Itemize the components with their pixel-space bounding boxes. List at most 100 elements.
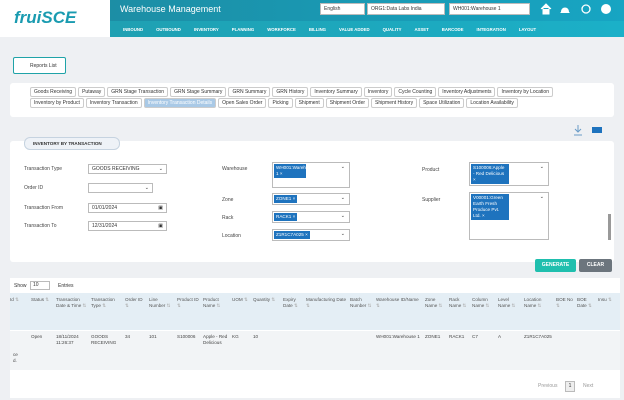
tab[interactable]: Putaway	[78, 87, 106, 97]
column-header[interactable]: Expiry Date ⇅	[283, 297, 303, 309]
tab[interactable]: Inventory Adjustments	[438, 87, 496, 97]
date-input[interactable]: 01/01/2024 ▣	[88, 203, 167, 213]
chip-remove[interactable]: ×	[303, 232, 308, 237]
column-header[interactable]: Manufacturing Date ⇅	[306, 297, 347, 309]
nav-item[interactable]: ASSET	[414, 26, 429, 32]
tab[interactable]: Shipment History	[371, 98, 418, 108]
column-header[interactable]: Quantity ⇅	[253, 297, 280, 303]
multi-select[interactable]: Z1R1C7A025 × ⌄	[272, 229, 350, 241]
tab[interactable]: GRN Summary	[228, 87, 271, 97]
multi-select[interactable]: RACK1 × ⌄	[272, 211, 350, 223]
user-icon[interactable]	[601, 4, 611, 14]
next-button[interactable]: Next	[583, 383, 594, 389]
column-header[interactable]: Line Number ⇅	[149, 297, 174, 309]
column-title: Location Name	[524, 297, 542, 308]
generate-button[interactable]: GENERATE	[535, 259, 576, 272]
chip-remove[interactable]: ×	[473, 177, 476, 182]
column-header[interactable]: Transaction Date & Time ⇅	[56, 297, 88, 309]
column-header[interactable]: Status ⇅	[31, 297, 53, 303]
logo[interactable]: fruiSCE	[14, 8, 77, 27]
column-header[interactable]: Rack Name ⇅	[449, 297, 469, 309]
nav-item[interactable]: INBOUND	[123, 26, 144, 32]
cell: Z1R1C7A025	[524, 334, 552, 339]
select-input[interactable]: ⌄	[88, 183, 153, 193]
tab[interactable]: Goods Receiving	[30, 87, 77, 97]
tab[interactable]: Inventory Summary	[310, 87, 362, 97]
sort-icon: ⇅	[13, 297, 19, 302]
multi-select[interactable]: ZONE1 × ⌄	[272, 193, 350, 205]
tab[interactable]: Space Utilization	[419, 98, 465, 108]
caret: ⌄	[144, 185, 149, 191]
column-header[interactable]: Transaction Type ⇅	[91, 297, 122, 309]
column-header[interactable]: Batch Number ⇅	[350, 297, 373, 309]
nav-item[interactable]: INVENTORY	[193, 26, 219, 32]
tab-row: Goods Receiving Putaway GRN Stage Transact…	[30, 87, 614, 98]
section-header[interactable]: INVENTORY BY TRANSACTION	[24, 137, 120, 150]
nav-item[interactable]: VALUE ADDED	[339, 26, 370, 32]
nav-item[interactable]: INTEGRATION	[476, 26, 506, 32]
tab[interactable]: Inventory	[363, 87, 393, 97]
tab[interactable]: Inventory Transaction	[85, 98, 142, 108]
select-input[interactable]: GOODS RECEIVING ⌄	[88, 164, 167, 174]
column-header[interactable]: Warehouse ID/Name ⇅	[376, 297, 422, 309]
multi-select[interactable]: S100006:Apple - Red Delicious × ⌄	[469, 162, 549, 186]
chip-remove[interactable]: ×	[291, 196, 296, 201]
column-header[interactable]: Id ⇅	[10, 297, 28, 303]
tab[interactable]: Shipment Order	[325, 98, 370, 108]
column-header[interactable]: Product ID ⇅	[177, 297, 200, 309]
tab[interactable]: Cycle Counting	[394, 87, 437, 97]
bell-icon[interactable]	[560, 7, 570, 14]
column-header[interactable]: Zone Name ⇅	[425, 297, 446, 309]
column-header[interactable]: Insu ⇅	[598, 297, 621, 303]
link-icon[interactable]	[581, 4, 591, 14]
tab[interactable]: GRN Stage Transaction	[107, 87, 169, 97]
tab[interactable]: Inventory by Product	[30, 98, 84, 108]
tab[interactable]: Picking	[268, 98, 293, 108]
sort-icon: ⇅	[292, 303, 298, 308]
multi-select[interactable]: V00001:Green Earth Fresh Produce Pvt. Lt…	[469, 192, 549, 240]
tab[interactable]: Location Availability	[466, 98, 518, 108]
chip: V00001:Green Earth Fresh Produce Pvt. Lt…	[471, 194, 509, 220]
tab[interactable]: Shipment	[294, 98, 324, 108]
column-header[interactable]: Product Name ⇅	[203, 297, 229, 309]
column-header[interactable]: BOE Date ⇅	[577, 297, 595, 309]
previous-button[interactable]: Previous	[538, 383, 558, 389]
column-header[interactable]: UOM ⇅	[232, 297, 250, 303]
cell: Apple - Red Delicious	[203, 334, 228, 345]
column-header[interactable]: Level Name ⇅	[498, 297, 521, 309]
chip-remove[interactable]: ×	[480, 213, 485, 218]
language-select[interactable]: English	[320, 3, 365, 15]
clear-button[interactable]: CLEAR	[579, 259, 612, 272]
sort-icon: ⇅	[556, 303, 560, 308]
home-icon[interactable]	[540, 3, 552, 15]
warehouse-select[interactable]: WH001:Warehouse 1	[449, 3, 530, 15]
chip-remove[interactable]: ×	[291, 214, 296, 219]
nav-item[interactable]: OUTBOUND	[156, 26, 181, 32]
nav-item[interactable]: WORKFORCE	[267, 26, 296, 32]
reports-button[interactable]: Reports List	[13, 57, 66, 74]
tab[interactable]: Inventory by Location	[497, 87, 553, 97]
sort-icon: ⇅	[437, 303, 443, 308]
column-header[interactable]: Location Name ⇅	[524, 297, 553, 309]
nav-item[interactable]: LAYOUT	[518, 26, 537, 32]
tab[interactable]: GRN History	[272, 87, 309, 97]
column-header[interactable]: Column Name ⇅	[472, 297, 495, 309]
org-select[interactable]: ORG1:Data Labs India	[367, 3, 445, 15]
tab[interactable]: Open Sales Order	[218, 98, 267, 108]
tab[interactable]: GRN Stage Summary	[170, 87, 227, 97]
print-icon[interactable]	[592, 127, 602, 133]
chip-remove[interactable]: ×	[278, 171, 283, 176]
caret: ⌄	[539, 194, 544, 200]
tab[interactable]: Inventory Transaction Details	[143, 98, 217, 108]
date-input[interactable]: 12/31/2024 ▣	[88, 221, 167, 231]
nav-item[interactable]: QUALITY	[382, 26, 402, 32]
download-icon[interactable]	[574, 125, 582, 136]
nav-item[interactable]: BARCODE	[441, 26, 464, 32]
column-header[interactable]: Order ID ⇅	[125, 297, 146, 309]
multi-select[interactable]: WH001:Warehouse 1 × ⌄	[272, 162, 350, 188]
page-size-select[interactable]: 10	[30, 281, 50, 290]
page-current[interactable]: 1	[565, 381, 575, 392]
nav-item[interactable]: PLANNING	[231, 26, 255, 32]
column-header[interactable]: BOE No ⇅	[556, 297, 574, 309]
nav-item[interactable]: BILLING	[308, 26, 327, 32]
